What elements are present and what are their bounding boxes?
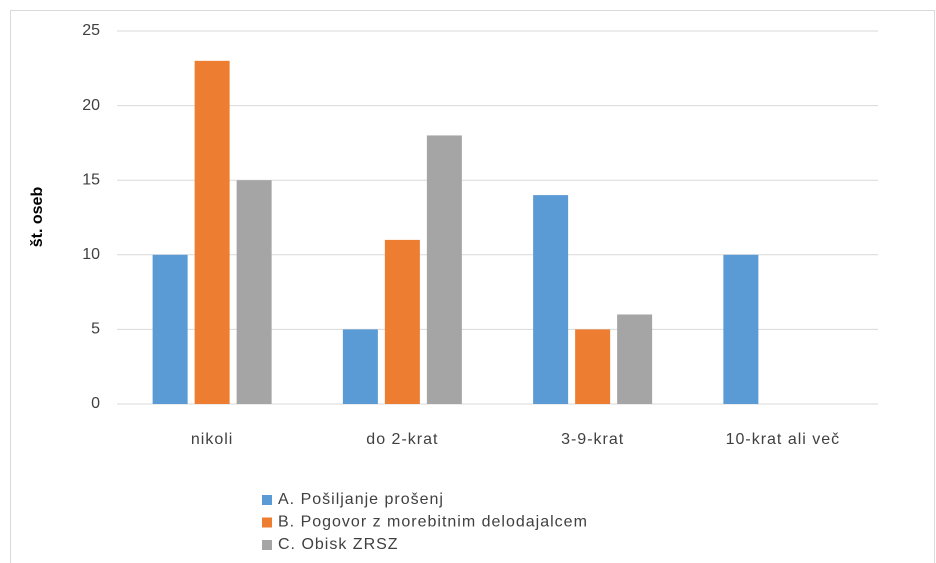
bar (426, 135, 462, 404)
bar (152, 254, 188, 404)
x-tick-label: nikoli (191, 431, 233, 448)
bar (236, 180, 272, 404)
legend-label: B. Pogovor z morebitnim delodajalcem (278, 514, 588, 531)
legend-swatch (262, 540, 272, 550)
x-tick-label: 10-krat ali več (726, 431, 841, 448)
legend-label: C. Obisk ZRSZ (278, 536, 399, 553)
bar (194, 60, 230, 405)
y-tick-label: 0 (91, 395, 100, 412)
x-tick-label: do 2-krat (366, 431, 438, 448)
y-tick-label: 15 (82, 171, 100, 188)
y-tick-label: 25 (82, 22, 100, 39)
legend-label: A. Pošiljanje prošenj (278, 491, 444, 508)
y-tick-label: 10 (82, 246, 100, 263)
bar (617, 314, 653, 404)
bar (533, 195, 569, 404)
y-tick-label: 20 (82, 97, 100, 114)
legend-swatch (262, 517, 272, 528)
y-axis-label: št. oseb (29, 187, 46, 248)
chart-border (10, 10, 935, 563)
bar (723, 254, 759, 404)
bar (575, 329, 611, 404)
bar (342, 329, 378, 404)
bar (384, 239, 420, 404)
y-tick-label: 5 (91, 321, 100, 338)
legend-swatch (262, 495, 272, 505)
x-tick-label: 3-9-krat (561, 431, 624, 448)
